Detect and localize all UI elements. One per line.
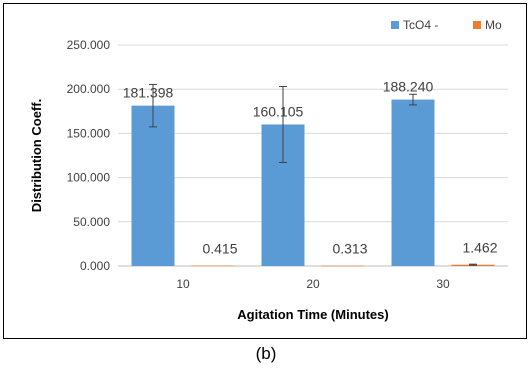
legend-swatch: [473, 21, 481, 29]
error-bars: [149, 83, 477, 266]
y-tick-label: 150.000: [67, 126, 111, 140]
chart-frame: 181.398 160.105 188.240 0.415 0.313 1.462 0.0…: [3, 3, 527, 339]
x-tick-label: 10: [176, 277, 190, 291]
y-tick-label: 200.000: [67, 82, 111, 96]
bar-mo-10: [191, 265, 235, 267]
data-label: 188.240: [383, 79, 434, 95]
data-labels: 181.398 160.105 188.240 0.415 0.313 1.462: [123, 79, 498, 257]
bar-tco4-30: [391, 99, 435, 266]
data-label: 160.105: [253, 103, 304, 119]
figure-caption: (b): [255, 344, 277, 363]
legend: TcO4 - Mo: [391, 18, 502, 32]
bars: [131, 99, 495, 267]
y-tick-label: 0.000: [80, 259, 110, 273]
bar-mo-20: [321, 265, 365, 267]
x-tick-labels: 10 20 30: [176, 277, 450, 291]
data-label: 0.415: [202, 241, 237, 257]
data-label: 0.313: [332, 241, 367, 257]
x-tick-label: 30: [436, 277, 450, 291]
y-axis-title: Distribution Coeff.: [29, 99, 44, 212]
y-tick-label: 100.000: [67, 171, 111, 185]
legend-label: TcO4 -: [403, 18, 438, 32]
y-tick-label: 50.000: [73, 215, 110, 229]
bar-chart: 181.398 160.105 188.240 0.415 0.313 1.462 0.0…: [29, 18, 508, 322]
y-tick-label: 250.000: [67, 38, 111, 52]
y-tick-labels: 0.000 50.000 100.000 150.000 200.000 250.000: [67, 38, 111, 273]
x-tick-label: 20: [306, 277, 320, 291]
x-axis-title: Agitation Time (Minutes): [237, 307, 388, 322]
gridlines: [118, 44, 508, 267]
data-label: 181.398: [123, 85, 174, 101]
data-label: 1.462: [462, 240, 497, 256]
legend-label: Mo: [485, 18, 502, 32]
legend-swatch: [391, 21, 399, 29]
bar-tco4-10: [131, 105, 175, 266]
